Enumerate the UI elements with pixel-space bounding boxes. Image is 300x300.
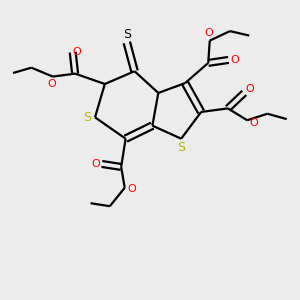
Text: O: O (231, 55, 239, 65)
Text: O: O (128, 184, 136, 194)
Text: O: O (72, 47, 81, 57)
Text: S: S (83, 111, 91, 124)
Text: O: O (246, 84, 254, 94)
Text: O: O (204, 28, 213, 38)
Text: S: S (177, 140, 185, 154)
Text: O: O (91, 159, 100, 169)
Text: S: S (123, 28, 131, 40)
Text: O: O (47, 79, 56, 89)
Text: O: O (249, 118, 258, 128)
